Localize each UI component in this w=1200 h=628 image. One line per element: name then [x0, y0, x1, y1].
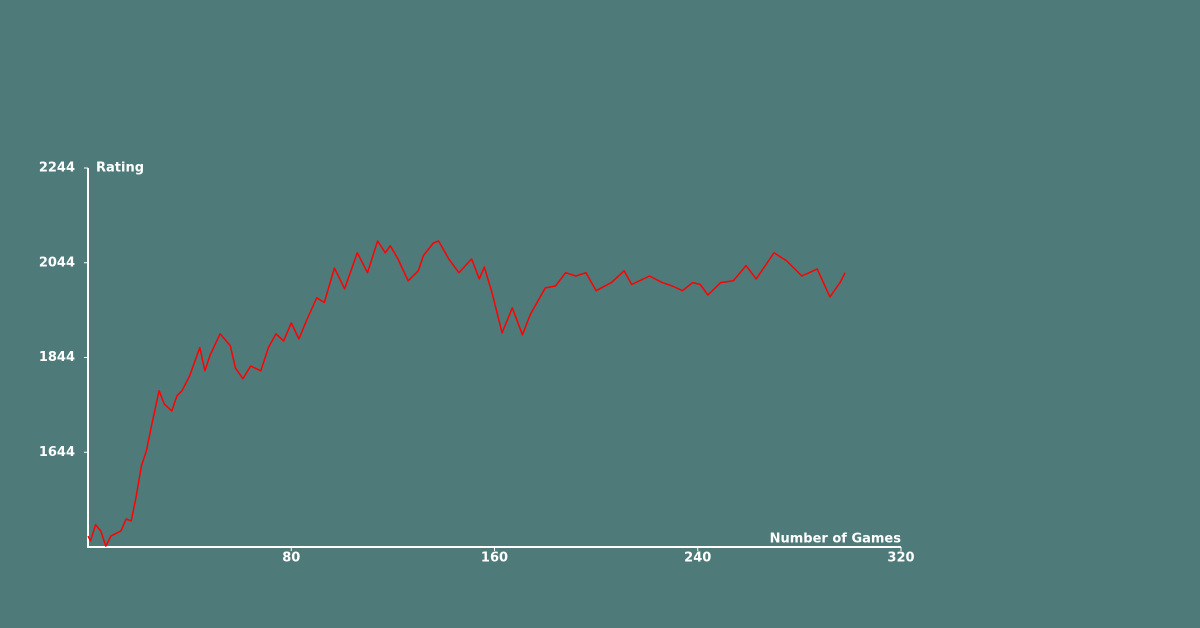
x-tick-label: 80 — [282, 551, 300, 566]
x-tick-label: 240 — [684, 551, 711, 566]
y-tick-label: 1844 — [39, 350, 75, 365]
y-tick-label: 1644 — [39, 445, 75, 460]
y-tick-label: 2244 — [39, 161, 75, 176]
y-tick-label: 2044 — [39, 255, 75, 270]
rating-line — [87, 240, 846, 547]
x-tick-label: 160 — [481, 551, 508, 566]
x-tick-label: 320 — [887, 551, 914, 566]
y-axis-label: Rating — [96, 161, 144, 176]
x-axis-label: Number of Games — [770, 532, 902, 547]
